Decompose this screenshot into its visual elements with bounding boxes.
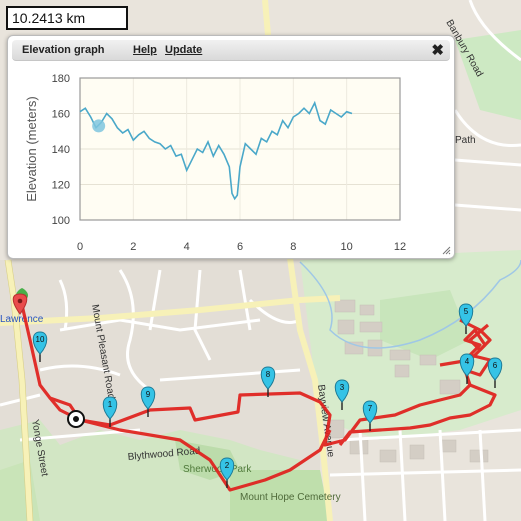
help-link[interactable]: Help (133, 44, 157, 56)
start-marker[interactable] (67, 410, 85, 428)
waypoint-label: 4 (465, 357, 470, 366)
y-tick-label: 100 (52, 215, 70, 227)
route-distance-display: 10.2413 km (6, 6, 128, 30)
update-link[interactable]: Update (165, 44, 203, 56)
x-tick-label: 2 (130, 241, 136, 253)
y-tick-label: 120 (52, 180, 70, 192)
waypoint-pin-8[interactable]: 8 (260, 366, 276, 397)
waypoint-pin-9[interactable]: 9 (140, 386, 156, 417)
waypoint-label: 1 (108, 400, 113, 409)
waypoint-label: 3 (340, 383, 345, 392)
resize-grip-icon[interactable] (441, 245, 451, 255)
x-tick-label: 0 (77, 241, 83, 253)
y-axis-label: Elevation (meters) (24, 96, 39, 201)
waypoint-label: 5 (464, 307, 469, 316)
waypoint-label: 10 (36, 335, 45, 344)
y-tick-label: 140 (52, 144, 70, 156)
elevation-series-line (79, 100, 353, 201)
waypoint-label: 2 (225, 461, 230, 470)
map-label-path: Path (455, 135, 476, 146)
route-distance-value: 10.2413 km (12, 10, 86, 26)
close-x-icon[interactable]: ✖ (431, 42, 444, 59)
waypoint-pin-7[interactable]: 7 (362, 400, 378, 431)
elevation-chart: 100120140160180024681012Distance (km)Ele… (24, 73, 406, 253)
x-tick-label: 4 (184, 241, 190, 253)
panel-title: Elevation graph (22, 44, 105, 56)
x-tick-label: 6 (237, 241, 243, 253)
position-marker (92, 119, 106, 133)
waypoint-pin-4[interactable]: 4 (459, 353, 475, 384)
waypoint-pin-10[interactable]: 10 (32, 331, 48, 362)
end-marker[interactable] (12, 288, 28, 315)
waypoint-pin-3[interactable]: 3 (334, 379, 350, 410)
waypoint-label: 8 (266, 370, 271, 379)
waypoint-pin-5[interactable]: 5 (458, 303, 474, 334)
waypoint-pin-2[interactable]: 2 (219, 457, 235, 488)
map-label-lawrence: Lawrence (0, 314, 44, 325)
x-tick-label: 10 (341, 241, 353, 253)
x-tick-label: 8 (290, 241, 296, 253)
elevation-graph-panel: Elevation graph Help Update ✖ 100 120 140 1… (7, 35, 455, 259)
map-label-mount-hope: Mount Hope Cemetery (240, 492, 341, 503)
x-tick-label: 12 (394, 241, 406, 253)
waypoint-label: 9 (146, 390, 151, 399)
waypoint-pin-1[interactable]: 1 (102, 396, 118, 427)
y-tick-label: 160 (52, 109, 70, 121)
panel-header[interactable]: Elevation graph Help Update ✖ (12, 40, 450, 61)
waypoint-pin-6[interactable]: 6 (487, 357, 503, 388)
waypoint-label: 6 (493, 361, 498, 370)
y-tick-label: 180 (52, 73, 70, 85)
waypoint-label: 7 (368, 404, 373, 413)
plot-frame (79, 77, 401, 221)
